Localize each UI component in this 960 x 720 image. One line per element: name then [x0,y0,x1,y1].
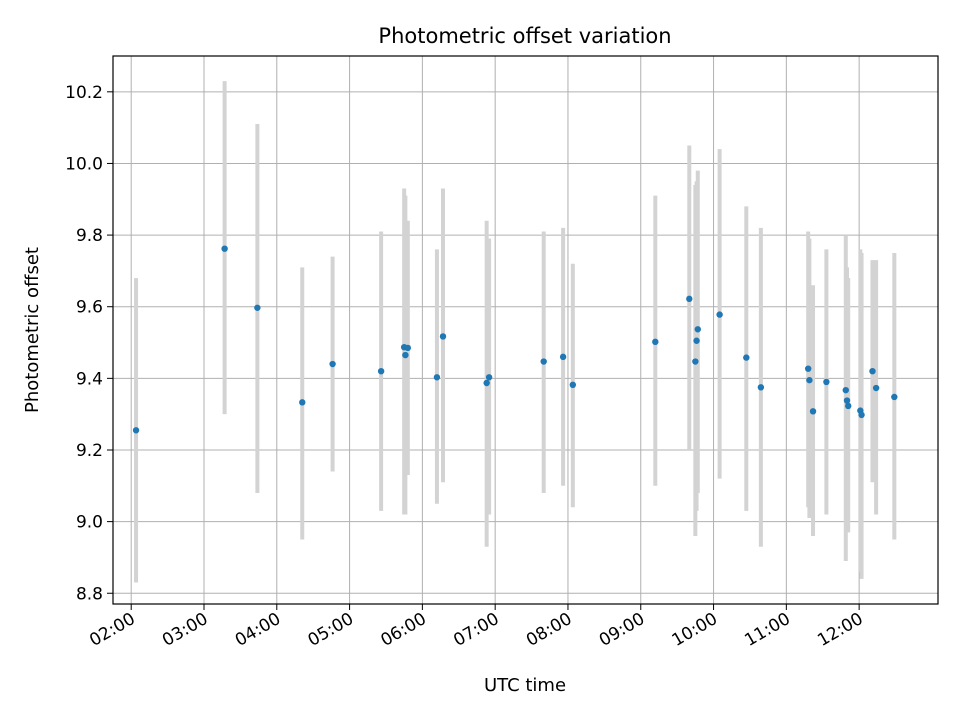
data-point [858,411,865,419]
data-point [404,344,412,352]
chart-title: Photometric offset variation [378,24,671,48]
data-point [692,358,699,365]
data-point [402,351,409,359]
data-point [433,374,441,381]
data-point [869,367,876,375]
y-tick-label: 10.2 [65,83,103,103]
data-point [891,393,898,401]
data-point [686,295,693,303]
data-point [845,402,852,410]
data-point [329,360,336,368]
data-point [804,365,812,372]
data-point [652,338,659,346]
y-axis-ticks: 8.8 9.0 9.2 9.4 9.6 9.8 10.0 10.2 [65,83,113,604]
grid-lines [113,56,938,604]
y-tick-label: 9.4 [76,369,103,389]
y-tick-label: 9.6 [76,298,103,318]
data-point [823,378,830,386]
data-point [693,337,700,344]
y-tick-label: 8.8 [76,584,103,604]
data-point [221,245,228,252]
data-point [806,376,813,384]
plot-frame [112,55,939,605]
data-point [694,326,701,333]
data-point [842,386,849,394]
data-point [132,427,140,434]
data-point [540,358,547,365]
data-point [872,384,880,392]
x-axis-label: UTC time [484,675,566,696]
data-point [485,374,493,381]
data-point [757,384,765,391]
data-point [743,354,750,361]
data-point [439,333,447,340]
y-tick-label: 9.2 [76,441,103,461]
data-point [377,367,385,375]
y-tick-label: 9.8 [76,226,103,246]
data-point [569,381,577,388]
data-point [716,311,723,318]
data-point [483,379,490,387]
data-point [559,353,567,361]
y-tick-label: 9.0 [76,513,103,533]
y-axis-label: Photometric offset [22,247,43,413]
data-point [254,304,261,311]
data-point [809,408,817,415]
data-point [843,397,851,404]
data-point [299,399,306,406]
y-tick-label: 10.0 [65,154,103,174]
data-points [132,245,898,434]
